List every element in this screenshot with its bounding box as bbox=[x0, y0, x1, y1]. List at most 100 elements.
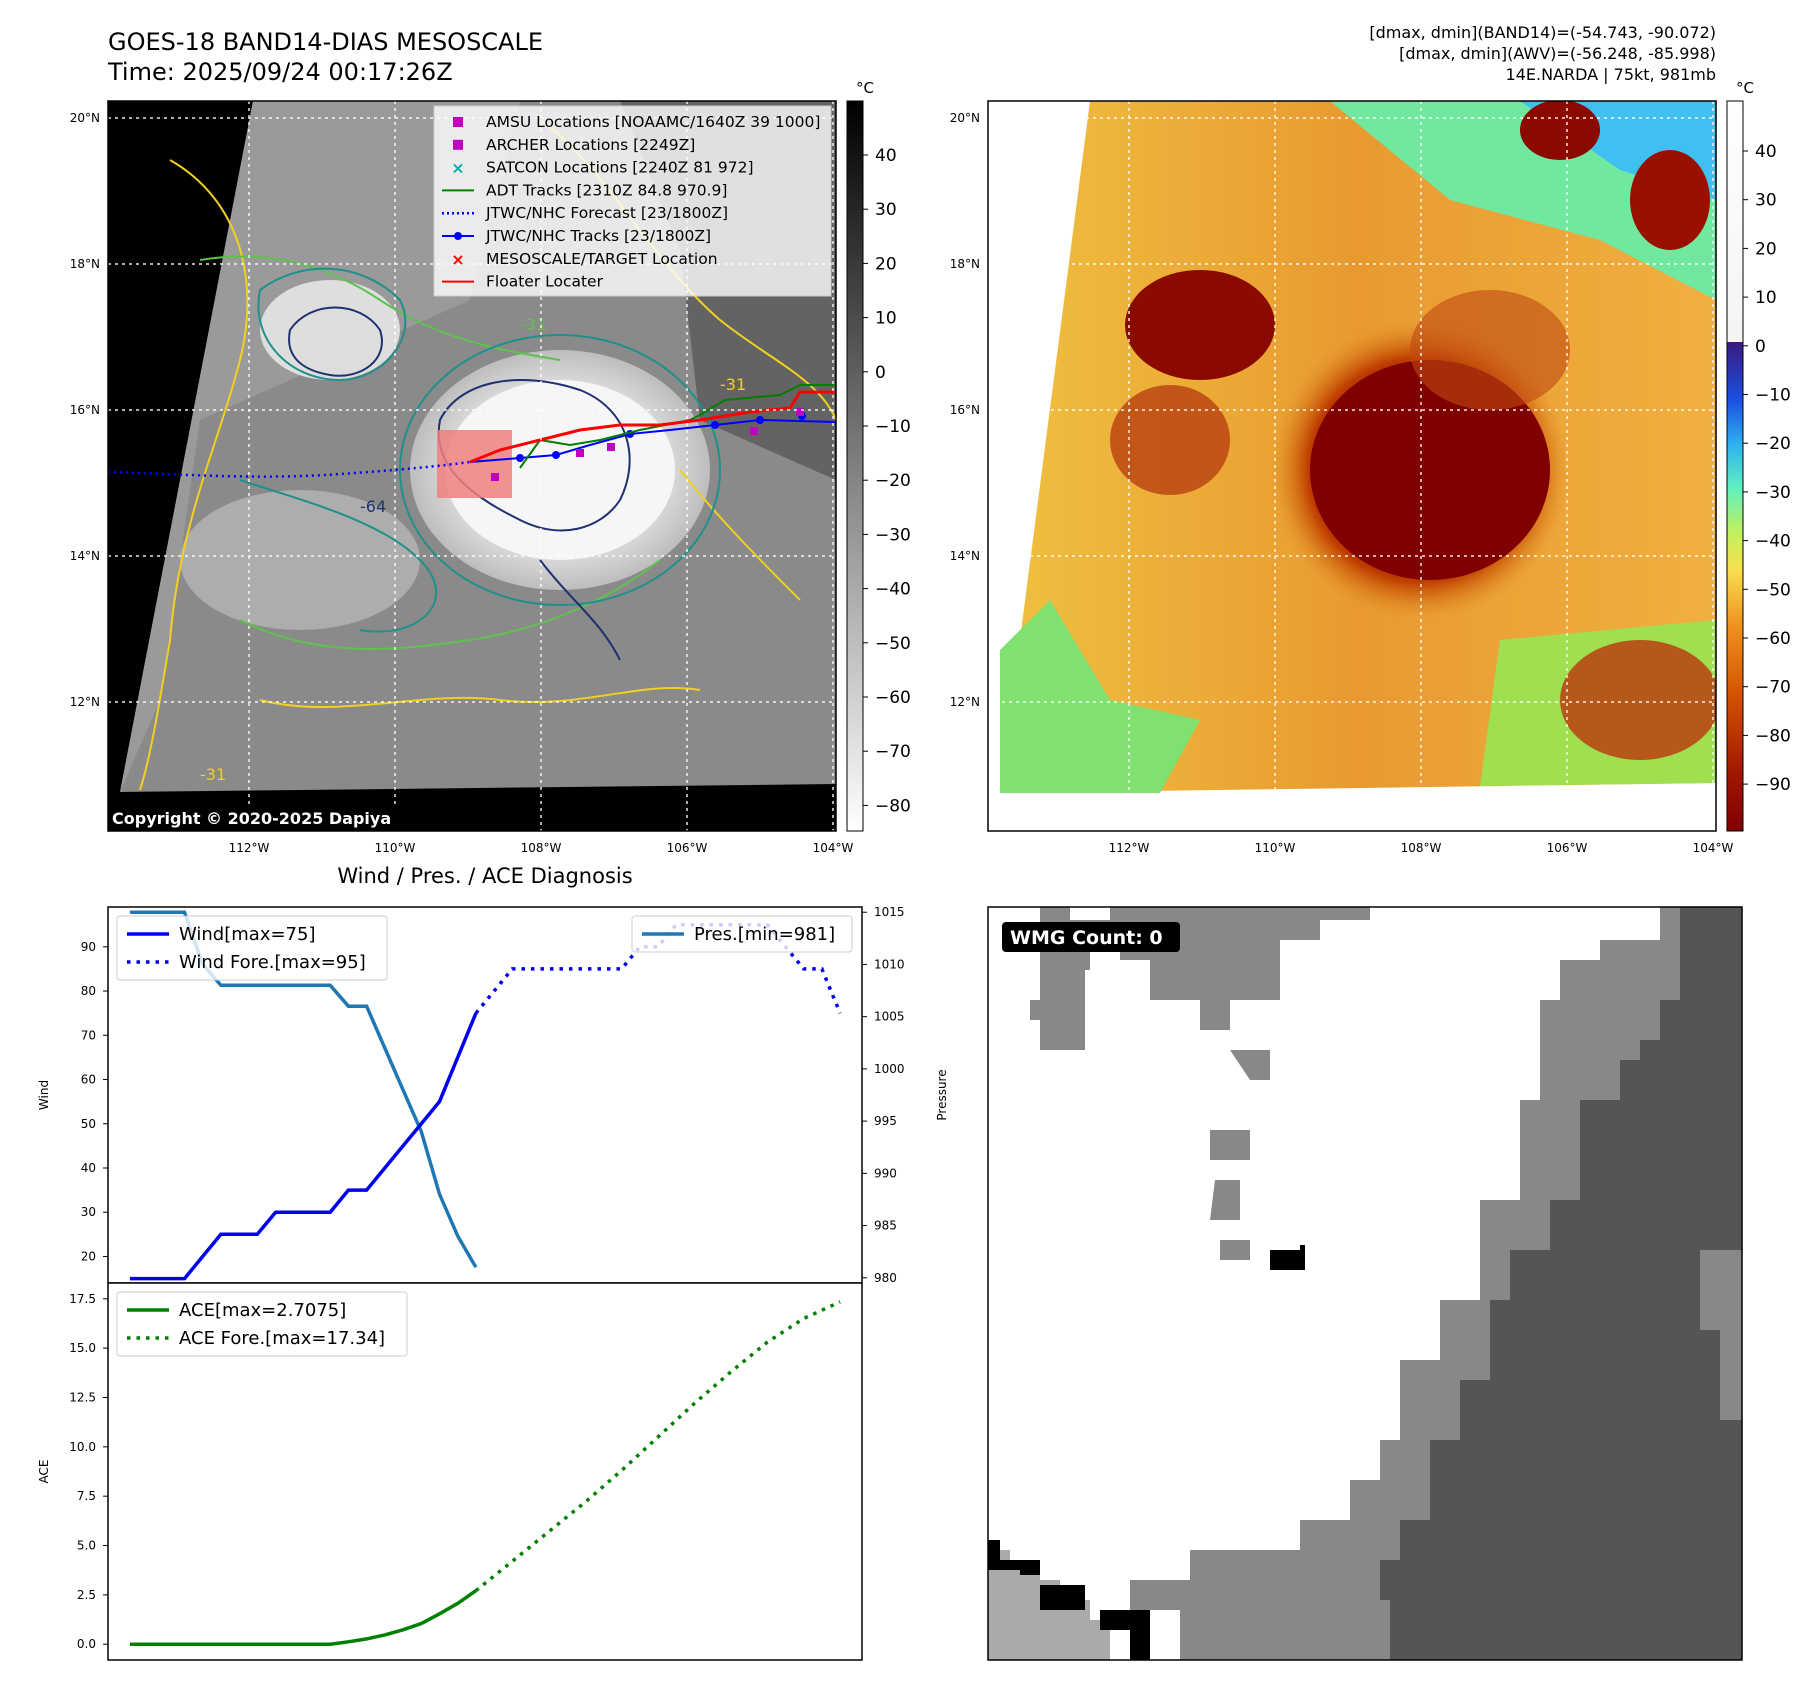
colorbar-tick-label: −30 bbox=[1755, 483, 1791, 503]
lon-label: 112°W bbox=[1109, 841, 1150, 855]
chart-legend: Wind[max=75] Wind Fore.[max=95] bbox=[116, 915, 388, 981]
colorbar-tick-label: 30 bbox=[875, 200, 897, 220]
ir-color-map bbox=[988, 101, 1716, 831]
legend-entry: AMSU Locations [NOAAMC/1640Z 39 1000] bbox=[453, 113, 820, 131]
colorbar-tick-label: −70 bbox=[1755, 678, 1791, 698]
map1-lat-labels: 20°N 18°N 16°N 14°N 12°N bbox=[70, 111, 100, 709]
legend-label: AMSU Locations [NOAAMC/1640Z 39 1000] bbox=[486, 113, 820, 131]
colorbar-tick-label: −40 bbox=[875, 580, 911, 600]
contour-label: -64 bbox=[360, 497, 386, 516]
legend-label: ACE[max=2.7075] bbox=[179, 1300, 346, 1321]
colorbar-tick-label: 10 bbox=[875, 309, 897, 329]
colorbar-tick-label: −20 bbox=[875, 471, 911, 491]
y-tick-label: 980 bbox=[874, 1271, 897, 1285]
ace-chart: 0.0 2.5 5.0 7.5 10.0 12.5 15.0 17.5 ACE ACE[max=2… bbox=[37, 1282, 863, 1661]
y-tick-label: 985 bbox=[874, 1219, 897, 1233]
wmg-count-label: WMG Count: 0 bbox=[1010, 927, 1163, 949]
colorbar-tick-label: −30 bbox=[875, 525, 911, 545]
legend-label: JTWC/NHC Tracks [23/1800Z] bbox=[485, 227, 711, 245]
lat-label: 12°N bbox=[950, 695, 980, 709]
lat-label: 20°N bbox=[950, 111, 980, 125]
wmg-panel: WMG Count: 0 bbox=[987, 906, 1743, 1661]
y-tick-label: 0.0 bbox=[77, 1637, 96, 1651]
map-legend: AMSU Locations [NOAAMC/1640Z 39 1000] ARC… bbox=[433, 105, 832, 297]
series-line bbox=[474, 1300, 841, 1593]
map2-lon-labels: 112°W 110°W 108°W 106°W 104°W bbox=[1109, 841, 1734, 855]
lat-label: 16°N bbox=[950, 403, 980, 417]
chart-legend: Pres.[min=981] bbox=[631, 915, 853, 953]
legend-marker: × bbox=[451, 159, 464, 178]
colorbar-tick-label: −10 bbox=[1755, 386, 1791, 406]
lat-label: 12°N bbox=[70, 695, 100, 709]
y-tick-label: 90 bbox=[81, 940, 96, 954]
y-tick-label: 1010 bbox=[874, 957, 905, 971]
y-tick-label: 80 bbox=[81, 984, 96, 998]
y-tick-label: 990 bbox=[874, 1166, 897, 1180]
title-line2: Time: 2025/09/24 00:17:26Z bbox=[107, 58, 453, 86]
y-tick-label: 30 bbox=[81, 1205, 96, 1219]
lat-label: 14°N bbox=[70, 549, 100, 563]
colorbar-tick-label: −10 bbox=[875, 417, 911, 437]
stats-line2: [dmax, dmin](AWV)=(-56.248, -85.998) bbox=[1399, 44, 1716, 63]
legend-label: JTWC/NHC Forecast [23/1800Z] bbox=[485, 204, 728, 222]
series-line bbox=[129, 910, 478, 1269]
y-tick-label: 70 bbox=[81, 1028, 96, 1042]
lon-label: 104°W bbox=[813, 841, 854, 855]
colorbar-unit: °C bbox=[1736, 79, 1754, 97]
stats-line3: 14E.NARDA | 75kt, 981mb bbox=[1506, 65, 1716, 84]
legend-marker bbox=[453, 117, 463, 127]
chart-legend: ACE[max=2.7075] ACE Fore.[max=17.34] bbox=[116, 1291, 408, 1357]
y-tick-label: 17.5 bbox=[69, 1292, 96, 1306]
lon-label: 108°W bbox=[521, 841, 562, 855]
lon-label: 110°W bbox=[1255, 841, 1296, 855]
colorbar-unit: °C bbox=[856, 79, 874, 97]
legend-entry: ADT Tracks [2310Z 84.8 970.9] bbox=[442, 181, 727, 199]
y-axis-label: Wind bbox=[37, 1080, 51, 1110]
y-tick-label: 15.0 bbox=[69, 1341, 96, 1355]
legend-entry: ARCHER Locations [2249Z] bbox=[453, 136, 695, 154]
legend-marker bbox=[453, 139, 463, 150]
y-tick-label: 1000 bbox=[874, 1062, 905, 1076]
y-tick-label: 50 bbox=[81, 1117, 96, 1131]
legend-label: ACE Fore.[max=17.34] bbox=[179, 1328, 385, 1349]
colorbar-tick-label: −40 bbox=[1755, 532, 1791, 552]
wind-pressure-chart: 980 985 990 995 1000 1005 1010 1015 Pressure 20 30… bbox=[37, 905, 949, 1285]
map1-lon-labels: 112°W 110°W 108°W 106°W 104°W bbox=[229, 841, 854, 855]
y-tick-label: 1005 bbox=[874, 1010, 905, 1024]
legend-entry: JTWC/NHC Tracks [23/1800Z] bbox=[442, 227, 711, 245]
colorbar-tick-label: 30 bbox=[1755, 191, 1777, 211]
lon-label: 106°W bbox=[1547, 841, 1588, 855]
y-tick-label: 40 bbox=[81, 1161, 96, 1175]
lat-label: 14°N bbox=[950, 549, 980, 563]
legend-label: MESOSCALE/TARGET Location bbox=[486, 250, 718, 268]
y-tick-label: 10.0 bbox=[69, 1440, 96, 1454]
y-tick-label: 995 bbox=[874, 1114, 897, 1128]
legend-marker: × bbox=[451, 250, 464, 269]
colorbar-tick-label: −80 bbox=[875, 796, 911, 816]
lat-label: 16°N bbox=[70, 403, 100, 417]
map2-lat-labels: 20°N 18°N 16°N 14°N 12°N bbox=[950, 111, 980, 709]
colorbar-tick-label: −60 bbox=[1755, 629, 1791, 649]
color-colorbar: °C 40 30 20 10 0 −10 −20 −30 −40 −50 −60 −70 −80 −90 bbox=[1726, 79, 1791, 832]
y-tick-label: 5.0 bbox=[77, 1539, 96, 1553]
legend-label: Pres.[min=981] bbox=[694, 924, 835, 945]
contour-label: -31 bbox=[720, 375, 746, 394]
colorbar-tick-label: −70 bbox=[875, 742, 911, 762]
colorbar-tick-label: −60 bbox=[875, 688, 911, 708]
series-line bbox=[129, 1012, 478, 1281]
colorbar-tick-label: 10 bbox=[1755, 288, 1777, 308]
stats-line1: [dmax, dmin](BAND14)=(-54.743, -90.072) bbox=[1369, 23, 1716, 42]
legend-label: SATCON Locations [2240Z 81 972] bbox=[486, 159, 754, 177]
colorbar-tick-label: −20 bbox=[1755, 434, 1791, 454]
y-tick-label: 1015 bbox=[874, 905, 905, 919]
gray-colorbar: °C 40 30 20 10 0 −10 −20 −30 −40 −50 −60 −70 −80 bbox=[846, 79, 911, 832]
contour-label: -31 bbox=[200, 765, 226, 784]
colorbar-tick-label: 0 bbox=[875, 363, 886, 383]
y-axis-label: ACE bbox=[37, 1460, 51, 1484]
series-line bbox=[129, 1589, 477, 1646]
lat-label: 18°N bbox=[70, 257, 100, 271]
contour-label: -31 bbox=[520, 315, 546, 334]
y-tick-label: 20 bbox=[81, 1249, 96, 1263]
colorbar-tick-label: 20 bbox=[1755, 239, 1777, 259]
